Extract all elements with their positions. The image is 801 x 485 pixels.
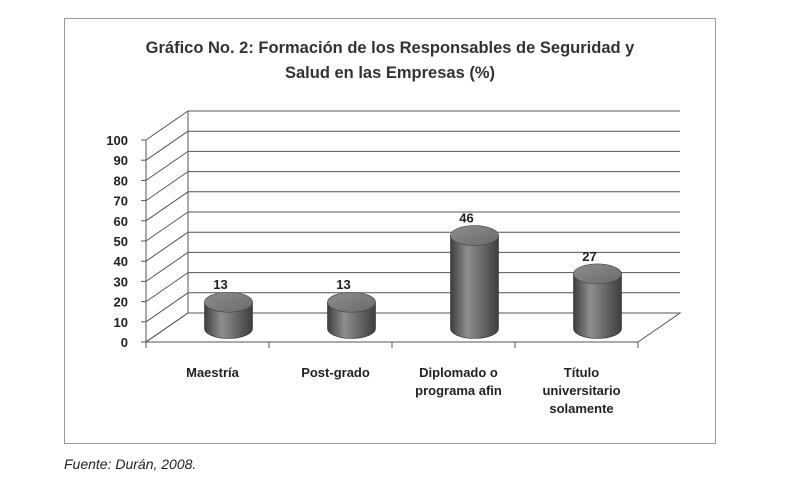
data-label-1: 13: [336, 277, 350, 292]
y-tick-label-70: 70: [114, 194, 128, 209]
data-label-0: 13: [213, 277, 227, 292]
bar-top-0: [204, 291, 253, 313]
y-tick-label-0: 0: [121, 335, 128, 350]
category-label-3-2: solamente: [549, 401, 613, 416]
chart-title-line-2: Salud en las Empresas (%): [285, 64, 495, 82]
category-label-1-0: Post-grado: [301, 365, 370, 380]
side-wall-line-80: [145, 150, 189, 181]
side-wall-line-70: [145, 171, 189, 202]
category-label-3-1: universitario: [542, 383, 620, 398]
chart-frame: [64, 18, 716, 444]
side-wall-line-100: [145, 110, 189, 141]
chart-title-line-1: Gráfico No. 2: Formación de los Responsa…: [145, 39, 635, 57]
bar-0: [204, 301, 253, 339]
source-note: Fuente: Durán, 2008.: [64, 456, 197, 472]
y-tick-label-40: 40: [114, 254, 128, 269]
side-wall-line-90: [145, 130, 189, 161]
side-wall-line-60: [145, 191, 189, 222]
data-label-3: 27: [582, 249, 596, 264]
category-label-2-1: programa afin: [415, 383, 502, 398]
chart-floor: [144, 312, 682, 343]
category-label-2-0: Diplomado o: [419, 365, 498, 380]
side-wall-line-30: [145, 251, 189, 282]
y-tick-label-60: 60: [114, 214, 128, 229]
bar-2: [450, 235, 499, 339]
y-tick-label-10: 10: [114, 315, 128, 330]
category-label-3-0: Título: [564, 365, 599, 380]
y-tick-label-100: 100: [106, 133, 128, 148]
chart-title: Gráfico No. 2: Formación de los Responsa…: [64, 36, 716, 86]
y-tick-label-30: 30: [114, 274, 128, 289]
category-label-0-0: Maestría: [186, 365, 240, 380]
side-wall-line-40: [145, 231, 189, 262]
side-wall-line-10: [145, 292, 189, 323]
y-tick-label-80: 80: [114, 173, 128, 188]
bar-top-2: [450, 225, 499, 246]
bar-top-3: [573, 263, 622, 285]
bar-3: [573, 273, 622, 339]
y-tick-label-90: 90: [114, 153, 128, 168]
bar-top-1: [327, 291, 376, 313]
bar-1: [327, 301, 376, 339]
side-wall-line-20: [145, 272, 189, 303]
y-tick-label-20: 20: [114, 295, 128, 310]
side-wall-line-50: [145, 211, 189, 242]
data-label-2: 46: [459, 211, 473, 226]
y-tick-label-50: 50: [114, 234, 128, 249]
